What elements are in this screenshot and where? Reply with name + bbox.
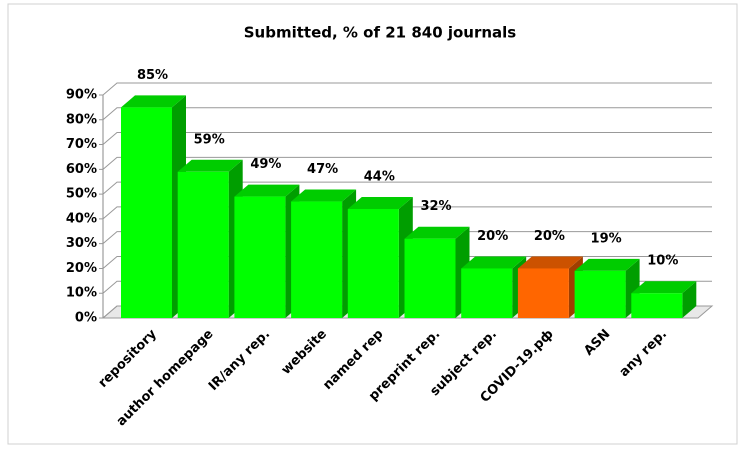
grid-line (99, 132, 712, 146)
bar-top (461, 256, 527, 269)
value-label: 59% (194, 132, 225, 147)
value-label: 20% (477, 229, 508, 244)
grid-line (99, 156, 712, 170)
y-tick-label: 10% (66, 286, 97, 301)
bar-top (404, 226, 470, 239)
grid-line (99, 82, 712, 96)
bar (574, 270, 626, 318)
bar (631, 293, 683, 318)
bar (404, 238, 456, 318)
y-tick-label: 50% (66, 187, 97, 202)
y-tick-label: 0% (75, 311, 97, 326)
bar (291, 201, 343, 318)
bar-top (177, 159, 243, 172)
chart-title: Submitted, % of 21 840 journals (244, 24, 517, 42)
bar-top (631, 281, 697, 294)
bar (121, 107, 172, 318)
value-label: 44% (364, 169, 395, 184)
y-tick-label: 90% (66, 88, 97, 103)
bar-top (291, 189, 357, 202)
value-label: 20% (534, 229, 565, 244)
bar-top (347, 196, 413, 209)
value-label: 19% (591, 231, 622, 246)
bar-top (234, 184, 300, 197)
bar-side (682, 281, 697, 318)
grid-line (99, 107, 712, 121)
y-tick-label: 60% (66, 162, 97, 177)
bar-top (574, 258, 640, 271)
value-label: 10% (647, 254, 678, 269)
bar (177, 171, 229, 318)
value-label: 47% (307, 162, 338, 177)
grid-line (99, 206, 712, 220)
bar (347, 208, 399, 318)
y-tick-label: 30% (66, 236, 97, 251)
bar (234, 196, 286, 318)
bar-top (517, 256, 583, 269)
value-label: 32% (420, 199, 451, 214)
y-tick-label: 70% (66, 137, 97, 152)
y-tick-label: 80% (66, 112, 97, 127)
grid-line (99, 181, 712, 195)
bar (517, 268, 569, 318)
value-label: 49% (250, 157, 281, 172)
y-tick-label: 40% (66, 211, 97, 226)
bar (461, 268, 513, 318)
value-label: 85% (137, 68, 168, 83)
bar-top (121, 95, 186, 108)
y-tick-label: 20% (66, 261, 97, 276)
